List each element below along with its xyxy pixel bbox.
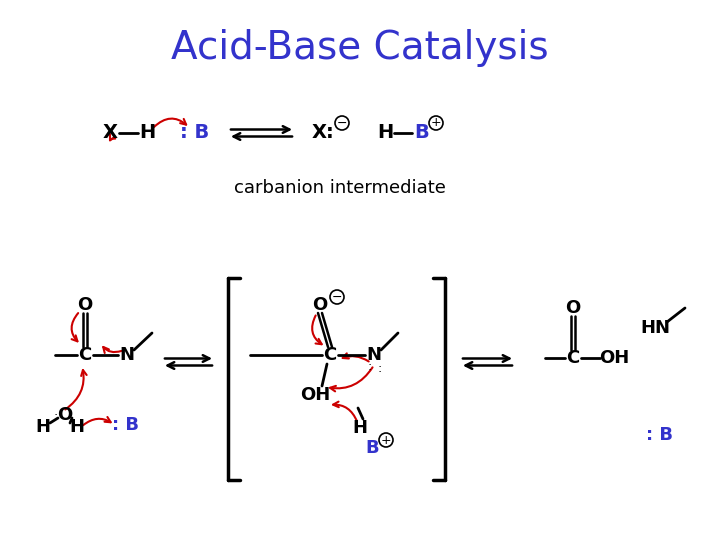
Text: H: H: [377, 124, 393, 143]
Text: B: B: [415, 124, 429, 143]
Text: carbanion intermediate: carbanion intermediate: [234, 179, 446, 197]
FancyArrowPatch shape: [110, 134, 115, 140]
Text: :: :: [368, 361, 372, 374]
Text: C: C: [78, 346, 91, 364]
Text: C: C: [567, 349, 580, 367]
Text: O: O: [58, 406, 73, 424]
Text: B: B: [365, 439, 379, 457]
Text: N: N: [120, 346, 135, 364]
FancyArrowPatch shape: [83, 417, 111, 425]
Text: O: O: [565, 299, 580, 317]
Text: H: H: [139, 124, 155, 143]
Text: C: C: [323, 346, 337, 364]
FancyArrowPatch shape: [71, 313, 78, 341]
FancyArrowPatch shape: [343, 353, 369, 361]
Text: OH: OH: [300, 386, 330, 404]
Text: X:: X:: [312, 124, 334, 143]
Text: −: −: [337, 117, 347, 130]
FancyArrowPatch shape: [154, 119, 186, 127]
Text: Acid-Base Catalysis: Acid-Base Catalysis: [171, 29, 549, 67]
FancyArrowPatch shape: [103, 347, 122, 353]
FancyArrowPatch shape: [333, 402, 357, 421]
Text: O: O: [312, 296, 328, 314]
Text: +: +: [431, 117, 441, 130]
FancyArrowPatch shape: [66, 370, 86, 409]
Text: O: O: [77, 296, 93, 314]
Text: −: −: [332, 291, 342, 303]
Text: N: N: [366, 346, 382, 364]
Text: OH: OH: [599, 349, 629, 367]
Text: X: X: [102, 124, 117, 143]
Text: H: H: [70, 418, 84, 436]
Text: : B: : B: [181, 124, 210, 143]
Text: : B: : B: [112, 416, 138, 434]
Text: :: :: [54, 410, 58, 423]
Text: HN: HN: [640, 319, 670, 337]
Text: H: H: [35, 418, 50, 436]
Text: +: +: [381, 434, 391, 447]
Text: H: H: [353, 419, 367, 437]
Text: : B: : B: [647, 426, 673, 444]
Text: :: :: [378, 362, 382, 375]
FancyArrowPatch shape: [312, 315, 322, 344]
FancyArrowPatch shape: [330, 367, 372, 392]
